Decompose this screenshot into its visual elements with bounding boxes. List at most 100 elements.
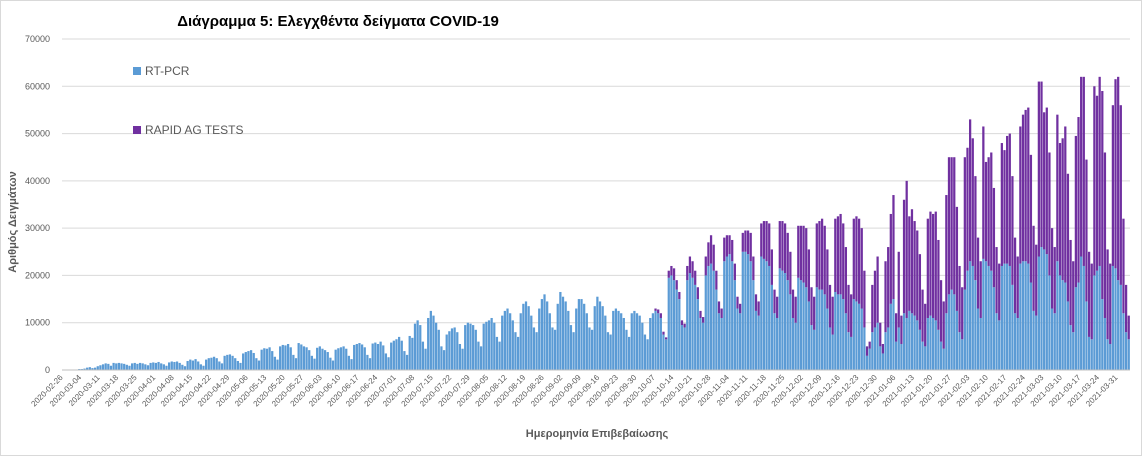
bar — [1037, 256, 1040, 370]
bars — [67, 76, 1130, 370]
bar — [1040, 247, 1043, 370]
bar — [215, 358, 218, 370]
bar — [969, 119, 972, 262]
bar — [104, 363, 107, 370]
bar — [881, 353, 885, 370]
bar — [963, 289, 966, 370]
bar — [83, 368, 86, 370]
bar — [913, 315, 916, 370]
bar — [969, 261, 972, 370]
bar — [1050, 228, 1054, 309]
bar — [91, 368, 94, 370]
bar — [1082, 265, 1085, 370]
bar — [752, 256, 755, 281]
bar — [844, 313, 848, 370]
bar — [910, 313, 914, 370]
bar — [926, 218, 929, 318]
bar — [1109, 343, 1112, 370]
bar — [918, 329, 922, 370]
bar — [916, 320, 919, 370]
bar — [419, 325, 422, 370]
bar — [109, 365, 113, 370]
bar — [789, 251, 792, 295]
bar — [680, 320, 684, 326]
bar — [318, 346, 321, 370]
bar — [876, 322, 879, 370]
bar — [797, 225, 800, 278]
bar — [435, 322, 438, 370]
bar — [1032, 225, 1035, 311]
bar — [382, 345, 385, 370]
bar — [255, 358, 258, 370]
bar — [1080, 256, 1083, 370]
bar — [813, 329, 816, 370]
bar — [768, 265, 771, 370]
bar — [947, 157, 951, 295]
bar — [987, 265, 990, 370]
bar — [683, 327, 686, 370]
bar — [601, 306, 604, 370]
bar — [720, 317, 723, 370]
bar — [181, 364, 184, 370]
bar — [1085, 301, 1088, 370]
bar — [1003, 263, 1006, 370]
bar — [366, 354, 369, 370]
bar — [440, 346, 443, 370]
bar — [294, 358, 298, 370]
bar — [813, 296, 816, 330]
bar — [154, 362, 158, 370]
bar — [625, 329, 628, 370]
bar — [797, 277, 800, 370]
bar — [670, 265, 673, 276]
bar — [424, 348, 427, 370]
bar — [1011, 176, 1014, 285]
bar — [498, 341, 501, 370]
bar — [686, 280, 689, 370]
bar — [144, 364, 147, 370]
bar — [173, 361, 176, 370]
bar — [437, 329, 440, 370]
bar — [712, 270, 715, 370]
bar — [96, 366, 99, 370]
bar — [598, 301, 602, 370]
bar — [297, 343, 300, 370]
bar — [884, 332, 887, 370]
bar — [1117, 76, 1120, 281]
bar — [1032, 310, 1035, 370]
bar — [646, 339, 649, 370]
bar — [337, 348, 340, 370]
bar — [1016, 256, 1019, 318]
bar — [675, 289, 678, 370]
bar — [739, 313, 742, 370]
bar — [387, 357, 390, 370]
bar — [818, 289, 821, 370]
bar — [548, 313, 551, 370]
bar — [535, 332, 538, 370]
bar — [783, 273, 787, 370]
bar — [902, 313, 906, 370]
bar — [680, 325, 684, 370]
bar — [1053, 313, 1056, 370]
bar — [873, 270, 877, 328]
bar — [569, 325, 573, 370]
bar — [831, 334, 834, 370]
bar — [1103, 317, 1107, 370]
bar — [953, 157, 956, 295]
bar — [456, 332, 459, 370]
bar — [1114, 79, 1117, 269]
bar — [897, 251, 900, 328]
bar — [273, 356, 276, 370]
bar — [834, 291, 837, 370]
bar — [202, 365, 205, 370]
bar — [786, 232, 789, 281]
bar — [659, 313, 662, 318]
bar — [530, 315, 533, 370]
bar — [987, 157, 990, 266]
bar — [728, 235, 731, 255]
bar — [982, 258, 985, 370]
bar — [133, 362, 136, 370]
bar — [1095, 270, 1099, 370]
bar — [828, 284, 832, 328]
bar — [667, 277, 670, 370]
bar — [487, 320, 491, 370]
